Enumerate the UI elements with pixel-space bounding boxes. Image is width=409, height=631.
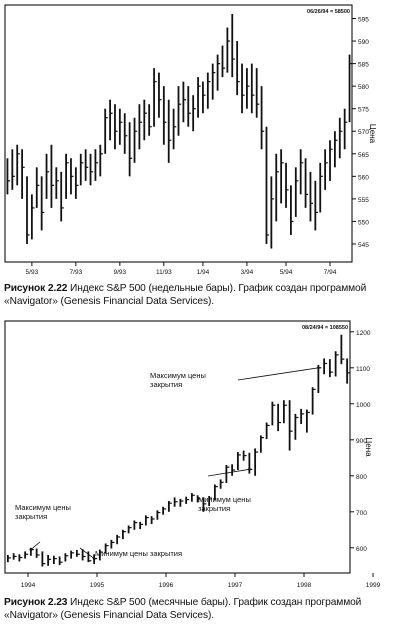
x-tick-label: 1/94: [197, 269, 210, 276]
x-tick-label: 9/93: [114, 269, 127, 276]
plot-frame: [4, 4, 353, 263]
y-tick-label: 575: [358, 107, 369, 114]
caption-1-label: Рисунок 2.22: [4, 283, 68, 294]
x-tick-label: 1996: [159, 582, 174, 589]
y-axis-label: Цена: [364, 437, 373, 457]
x-tick-label: 7/93: [70, 269, 83, 276]
annotation-label: Минимум цены закрытия: [95, 549, 182, 558]
y-tick-label: 560: [358, 174, 369, 181]
caption-2-label: Рисунок 2.23: [4, 597, 68, 608]
weekly-bar-chart: 06/26/94 = 58500 545 550 555 560 565 570 575 580…: [0, 0, 409, 280]
y-tick-label: 800: [356, 474, 367, 481]
y-tick-label: 590: [358, 39, 369, 46]
y-tick-label: 585: [358, 62, 369, 69]
figure-caption-1: Рисунок 2.22 Индекс S&P 500 (недельные б…: [4, 282, 406, 308]
annotation-arrow: [237, 367, 319, 381]
y-tick-label: 700: [356, 510, 367, 517]
annotation-label: Максимум цены: [15, 503, 71, 512]
x-tick-label: 11/93: [156, 269, 172, 276]
monthly-chart-svg: 08/24/94 = 108550 600 700 800 900 1000 1100 120…: [4, 320, 381, 589]
annotation-label: закрытия: [15, 512, 47, 521]
plot-frame: [4, 320, 351, 574]
y-tick-label: 565: [358, 152, 369, 159]
y-tick-label: 1000: [356, 402, 371, 409]
annotation-arrow: [30, 541, 41, 550]
x-tick-label: 1994: [21, 582, 36, 589]
y-tick-label: 545: [358, 242, 369, 249]
figure-caption-2: Рисунок 2.23 Индекс S&P 500 (месячные ба…: [4, 596, 406, 622]
annotation-label: Максимум цены: [150, 371, 206, 380]
x-tick-label: 5/94: [280, 269, 293, 276]
annotation-label: закрытия: [150, 380, 182, 389]
annotation-arrowhead: [92, 557, 96, 560]
y-tick-label: 900: [356, 438, 367, 445]
y-tick-label: 1200: [356, 330, 371, 337]
x-tick-label: 1995: [90, 582, 105, 589]
x-tick-label: 1998: [297, 582, 312, 589]
annotation-arrowhead: [29, 548, 33, 551]
annotation-arrowhead: [248, 468, 251, 471]
y-tick-label: 595: [358, 17, 369, 24]
annotation-label: закрытия: [198, 504, 230, 513]
weekly-chart-svg: 06/26/94 = 58500 545 550 555 560 565 570 575 580…: [4, 4, 377, 276]
y-tick-label: 600: [356, 546, 367, 553]
x-tick-label: 3/94: [241, 269, 254, 276]
chart-header: 06/26/94 = 58500: [307, 9, 350, 15]
y-tick-label: 580: [358, 84, 369, 91]
caption-1-text: Индекс S&P 500 (недельные бары). График …: [4, 283, 367, 307]
annotation-arrowhead: [317, 366, 320, 370]
y-tick-label: 550: [358, 219, 369, 226]
y-tick-label: 1100: [356, 366, 370, 373]
x-tick-label: 1997: [228, 582, 243, 589]
chart-header: 08/24/94 = 108550: [302, 325, 348, 331]
monthly-bar-chart: 08/24/94 = 108550 600 700 800 900 1000 1100 120…: [0, 316, 409, 594]
annotation-label: Минимум цены: [198, 495, 251, 504]
x-tick-label: 5/93: [26, 269, 39, 276]
y-tick-label: 555: [358, 197, 369, 204]
x-tick-label: 7/94: [324, 269, 337, 276]
annotation-arrow: [207, 468, 250, 477]
caption-2-text: Индекс S&P 500 (месячные бары). График с…: [4, 597, 362, 621]
y-tick-label: 570: [358, 129, 369, 136]
x-tick-label: 1999: [366, 582, 381, 589]
annotation-arrow: [79, 547, 95, 559]
y-axis-label: Цена: [368, 124, 377, 144]
